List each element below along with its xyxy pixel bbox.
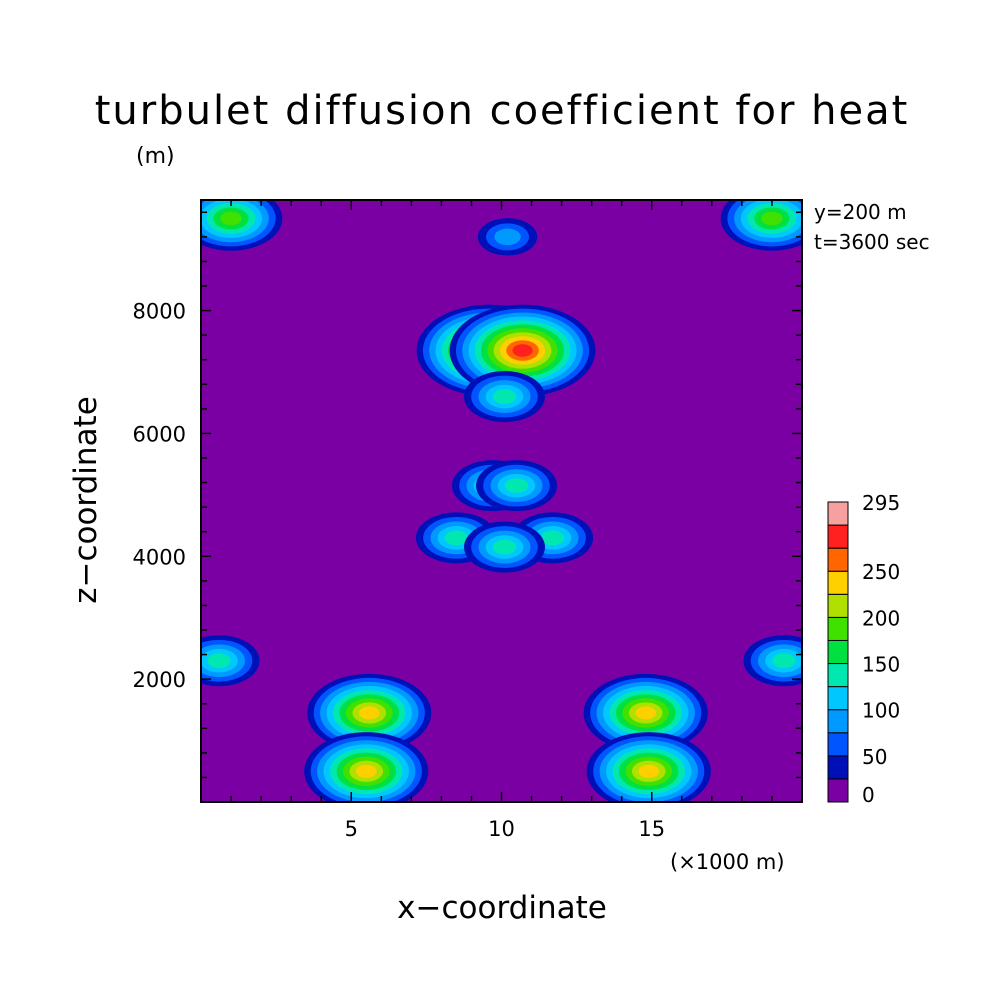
chart-title: turbulet diffusion coefficient for heat: [94, 88, 910, 134]
colorbar-label: 100: [862, 699, 900, 723]
x-axis-label: x−coordinate: [397, 890, 607, 926]
y-tick-label: 6000: [133, 422, 186, 446]
contour-level: [761, 211, 783, 226]
colorbar-swatch: [827, 709, 849, 734]
contour-level: [494, 228, 521, 246]
contour-level: [207, 653, 231, 669]
y-ticks: 2000 4000 6000 8000: [133, 211, 802, 779]
x-unit-note: (×1000 m): [670, 850, 785, 874]
contour-feature: [201, 200, 283, 251]
colorbar-swatch: [827, 639, 849, 665]
colorbar-swatch: [827, 593, 849, 618]
contour-feature: [477, 218, 538, 256]
contour-feature: [583, 673, 708, 753]
x-tick-label: 5: [345, 817, 358, 841]
contour-feature: [449, 304, 596, 397]
contour-feature: [476, 460, 558, 512]
colorbar-label: 295: [862, 491, 900, 515]
y-tick-label: 2000: [133, 668, 186, 692]
colorbar-swatch: [827, 755, 849, 780]
colorbar-swatch: [827, 663, 849, 688]
contour-level: [444, 530, 469, 546]
colorbar-swatch: [827, 616, 849, 641]
contour-level: [504, 478, 529, 493]
colorbar-label: 50: [862, 745, 887, 769]
colorbar: 0 50 100 150 200 250 295: [827, 491, 900, 807]
colorbar-label: 0: [862, 783, 875, 807]
colorbar-swatch: [827, 686, 849, 711]
colorbar-swatch: [827, 501, 849, 526]
colorbar-label: 200: [862, 606, 900, 630]
colorbar-swatch: [827, 570, 849, 595]
y-tick-label: 4000: [133, 545, 186, 569]
colorbar-swatch: [827, 524, 849, 549]
contour-feature: [201, 635, 260, 687]
colorbar-swatch: [827, 732, 849, 757]
contour-level: [358, 706, 380, 720]
contour-level: [638, 764, 660, 778]
colorbar-swatch: [827, 778, 849, 803]
contour-feature: [586, 732, 711, 802]
annotation-t: t=3600 sec: [814, 230, 930, 254]
contour-level: [512, 344, 533, 357]
contour-level: [220, 211, 242, 226]
contour-level: [635, 706, 657, 720]
contour-level: [492, 539, 517, 555]
contour-features: [201, 200, 802, 802]
contour-feature: [464, 371, 546, 423]
colorbar-swatch: [827, 547, 849, 572]
x-tick-label: 15: [638, 817, 665, 841]
y-unit-note: (m): [136, 144, 175, 169]
y-tick-label: 8000: [133, 300, 186, 324]
x-ticks: 5 10 15: [230, 200, 773, 841]
contour-level: [540, 530, 565, 546]
contour-level: [772, 653, 796, 669]
contour-level: [492, 389, 517, 404]
x-tick-label: 10: [488, 817, 515, 841]
colorbar-label: 250: [862, 560, 900, 584]
annotation-y: y=200 m: [814, 200, 907, 224]
contour-feature: [720, 200, 802, 251]
contour-feature: [743, 635, 802, 687]
contour-feature: [307, 673, 432, 753]
contour-feature: [464, 521, 546, 573]
colorbar-label: 150: [862, 653, 900, 677]
contour-level: [355, 764, 377, 778]
contour-feature: [304, 732, 429, 802]
